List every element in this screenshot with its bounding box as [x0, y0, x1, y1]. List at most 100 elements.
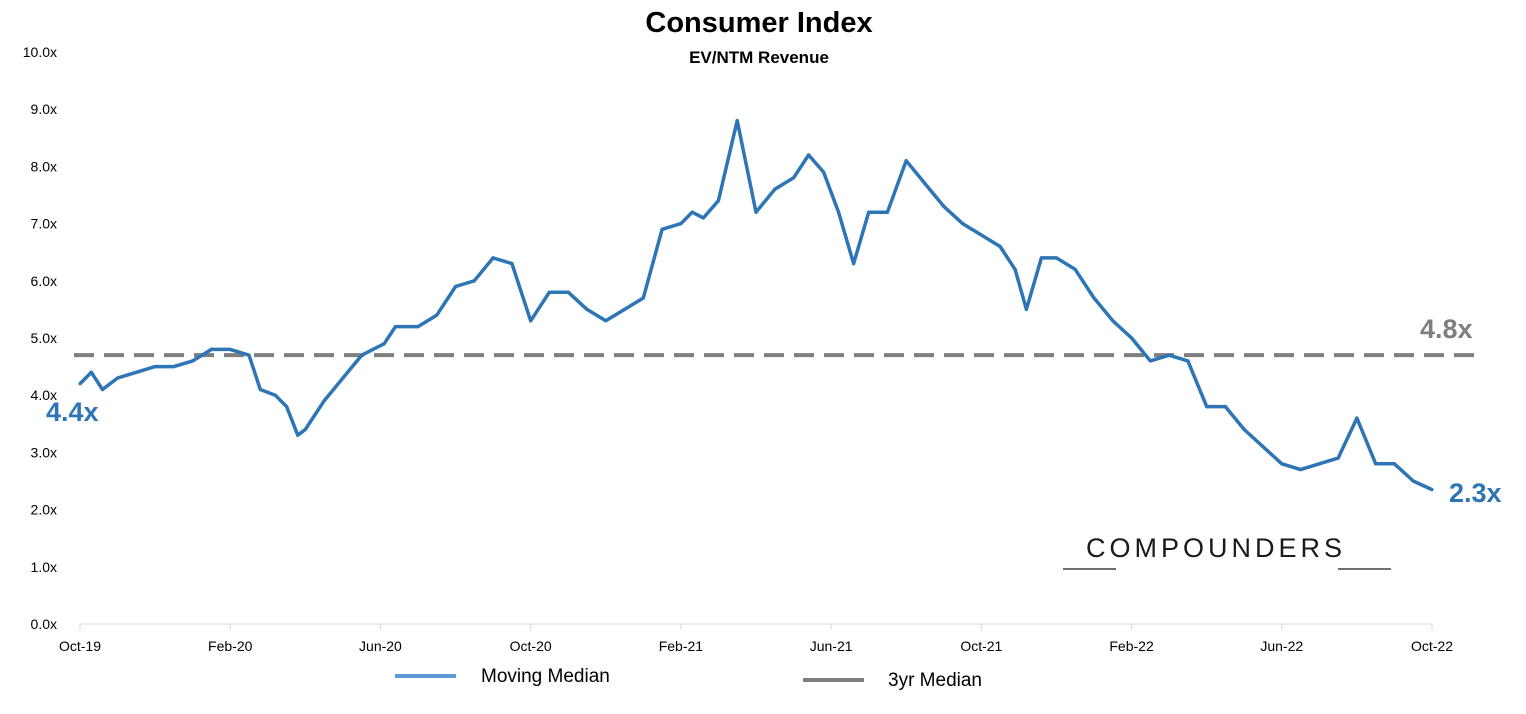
moving-median-point: [1092, 296, 1096, 300]
moving-median-point: [393, 325, 398, 329]
moving-median-point: [1186, 359, 1190, 363]
moving-median-point: [360, 353, 364, 357]
moving-median-point: [679, 222, 683, 226]
moving-median-point: [296, 433, 300, 437]
moving-median-point: [191, 359, 195, 363]
moving-median-point: [371, 347, 375, 351]
moving-median-line: [78, 118, 1433, 492]
moving-median-point: [979, 233, 983, 237]
moving-median-point: [382, 342, 386, 346]
moving-median-point: [566, 290, 570, 294]
y-tick-label: 10.0x: [23, 44, 57, 60]
moving-median-point: [172, 365, 176, 369]
y-tick-label: 4.0x: [31, 387, 57, 403]
moving-median-point: [1013, 267, 1017, 271]
x-tick-label: Oct-21: [960, 638, 1002, 654]
moving-median-point: [416, 325, 420, 329]
moving-median-point: [1299, 468, 1303, 472]
moving-median-point: [285, 405, 289, 409]
moving-median-point: [1374, 462, 1378, 466]
moving-median-point: [641, 296, 645, 300]
moving-median-point: [604, 319, 608, 323]
y-tick-label: 0.0x: [31, 616, 57, 632]
x-tick-label: Feb-20: [208, 638, 253, 654]
moving-median-point: [1039, 256, 1043, 260]
moving-median-point: [735, 119, 739, 123]
moving-median-point: [754, 210, 758, 214]
moving-median-point: [1111, 319, 1115, 323]
x-tick-label: Jun-21: [810, 638, 853, 654]
moving-median-point: [1355, 416, 1359, 420]
y-tick-label: 9.0x: [31, 101, 57, 117]
moving-median-point: [822, 170, 826, 174]
moving-median-point: [100, 387, 105, 392]
moving-median-point: [510, 262, 514, 266]
moving-median-point: [961, 222, 965, 226]
moving-median-point: [547, 290, 552, 294]
moving-median-point: [807, 153, 811, 157]
moving-median-point: [1336, 456, 1340, 460]
y-tick-label: 8.0x: [31, 158, 57, 174]
moving-median-point: [454, 284, 458, 289]
moving-median-point: [491, 256, 495, 260]
moving-median-point: [1261, 445, 1265, 449]
y-tick-label: 1.0x: [31, 559, 57, 575]
moving-median-point: [660, 227, 664, 231]
moving-median-point: [1130, 336, 1134, 340]
moving-median-point: [322, 399, 326, 403]
legend-3yr-median-label: 3yr Median: [888, 670, 982, 691]
moving-median-point: [1167, 353, 1171, 357]
x-axis: Oct-19 Feb-20 Jun-20 Oct-20 Feb-21 Jun-21 Oct-…: [59, 624, 1453, 654]
end-value-label: 2.3x: [1449, 478, 1502, 508]
moving-median-point: [1430, 488, 1434, 492]
moving-median-point: [867, 210, 871, 214]
moving-median-point: [1280, 462, 1284, 466]
moving-median-point: [116, 376, 120, 380]
x-tick-label: Oct-22: [1411, 638, 1453, 654]
moving-median-point: [134, 370, 138, 374]
moving-median-point: [1073, 267, 1077, 271]
moving-median-point: [852, 262, 856, 266]
moving-median-point: [78, 382, 82, 386]
moving-median-point: [529, 319, 533, 323]
start-value-label: 4.4x: [46, 397, 99, 427]
median-value-label: 4.8x: [1420, 314, 1473, 344]
y-axis: 0.0x 1.0x 2.0x 3.0x 4.0x 5.0x 6.0x 7.0x 8.0x 9.0x…: [23, 44, 57, 632]
moving-median-point: [1205, 405, 1209, 409]
x-tick-label: Oct-19: [59, 638, 101, 654]
moving-median-point: [623, 307, 627, 311]
moving-median-point: [435, 313, 439, 317]
y-tick-label: 6.0x: [31, 273, 57, 289]
x-tick-label: Jun-20: [359, 638, 402, 654]
y-tick-label: 5.0x: [31, 330, 57, 346]
y-tick-label: 3.0x: [31, 444, 57, 460]
legend: Moving Median 3yr Median: [395, 666, 982, 691]
legend-moving-median-label: Moving Median: [481, 666, 610, 687]
moving-median-point: [273, 393, 277, 397]
moving-median-point: [885, 210, 890, 214]
moving-median-point: [923, 182, 927, 186]
moving-median-point: [942, 204, 946, 208]
moving-median-point: [303, 427, 307, 432]
moving-median-point: [1317, 462, 1321, 466]
moving-median-point: [228, 347, 232, 351]
moving-median-point: [247, 353, 251, 357]
chart-subtitle: EV/NTM Revenue: [689, 48, 829, 67]
x-tick-label: Jun-22: [1260, 638, 1303, 654]
moving-median-point: [773, 187, 777, 191]
x-tick-label: Feb-22: [1109, 638, 1154, 654]
moving-median-point: [472, 279, 476, 283]
moving-median-point: [1148, 359, 1152, 363]
moving-median-point: [998, 244, 1002, 249]
moving-median-point: [153, 365, 157, 369]
series-points: [78, 119, 1434, 492]
moving-median-point: [1054, 256, 1058, 260]
moving-median-point: [1223, 405, 1227, 409]
moving-median-point: [716, 199, 721, 203]
moving-median-point: [1242, 427, 1246, 432]
moving-median-point: [341, 376, 345, 380]
compounders-logo: COMPOUNDERS: [1063, 533, 1391, 570]
moving-median-point: [89, 370, 93, 374]
moving-median-point: [690, 210, 694, 214]
watermark-text: COMPOUNDERS: [1086, 533, 1346, 563]
